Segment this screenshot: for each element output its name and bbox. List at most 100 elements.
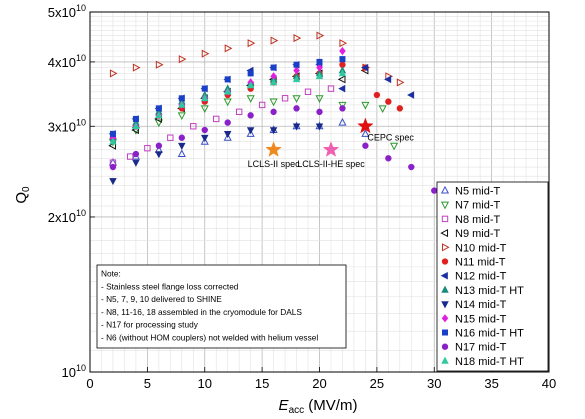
data-point <box>155 111 163 119</box>
data-point <box>132 159 140 167</box>
data-point <box>361 129 370 137</box>
data-point <box>201 85 208 92</box>
data-point <box>167 134 174 141</box>
data-point <box>155 151 163 159</box>
data-point <box>223 133 232 141</box>
data-point <box>235 108 243 116</box>
spec-label: LCLS-II-HE spec <box>297 159 365 169</box>
data-point <box>177 112 186 121</box>
data-point <box>362 142 369 149</box>
data-points <box>108 31 438 194</box>
data-point <box>109 163 117 171</box>
legend-label: N5 mid-T <box>455 186 501 198</box>
data-point <box>316 31 325 40</box>
legend-marker <box>441 329 448 336</box>
legend-marker <box>441 243 450 252</box>
data-point <box>223 131 232 139</box>
data-point <box>201 134 209 142</box>
data-point <box>224 44 233 53</box>
y-axis-title: Q0 <box>13 186 32 204</box>
data-point <box>132 115 139 122</box>
note-box: Note: - Stainless steel flange loss corre… <box>96 264 347 349</box>
data-point <box>155 60 164 69</box>
data-point <box>293 105 300 112</box>
legend-label: N11 mid-T <box>455 257 506 269</box>
x-tick-label: 20 <box>312 376 326 391</box>
data-point <box>396 78 405 87</box>
legend-label: N10 mid-T <box>455 242 507 254</box>
legend-label: N14 mid-T <box>455 299 507 311</box>
data-point <box>327 85 335 92</box>
data-point <box>223 87 232 95</box>
data-point <box>246 127 255 135</box>
data-point <box>246 95 255 103</box>
data-point <box>224 76 231 83</box>
legend-marker <box>441 301 449 309</box>
data-point <box>385 155 392 162</box>
legend: N5 mid-T N7 mid-T N8 mid-T N9 mid-T N10 mid-… <box>436 181 549 372</box>
x-tick-label: 30 <box>427 376 441 391</box>
legend-label: N16 mid-T HT <box>455 328 524 340</box>
x-tick-label: 40 <box>542 376 556 391</box>
data-point <box>338 117 347 126</box>
note-line: - N5, 7, 9, 10 delivered to SHINE <box>101 294 222 304</box>
note-line: - Stainless steel flange loss corrected <box>101 281 239 291</box>
note-line: Note: <box>101 269 121 279</box>
data-point <box>270 108 277 116</box>
data-point <box>293 33 302 43</box>
x-tick-label: 0 <box>86 376 93 391</box>
legend-marker <box>441 356 449 364</box>
data-point <box>361 101 370 110</box>
x-axis-title-sub: acc <box>289 405 305 416</box>
legend-label: N9 mid-T <box>455 228 501 240</box>
legend-label: N17 mid-T <box>455 342 507 354</box>
data-point <box>178 100 186 108</box>
data-point <box>292 75 301 83</box>
y-axis-title-main: Q <box>13 192 30 204</box>
x-tick-label: 35 <box>484 376 498 391</box>
legend-label: N18 mid-T HT <box>455 356 524 368</box>
data-point <box>177 149 186 158</box>
data-point <box>373 91 381 99</box>
legend-label: N12 mid-T <box>455 271 507 283</box>
data-point <box>338 101 347 110</box>
data-point <box>258 101 266 109</box>
y-tick-label: 4x1010 <box>48 53 86 70</box>
legend-marker <box>441 285 449 293</box>
y-tick-label: 1010 <box>62 363 86 380</box>
data-point <box>269 98 278 107</box>
x-axis-title-main: E <box>279 397 290 414</box>
legend-marker <box>440 271 448 280</box>
data-point <box>213 115 220 123</box>
data-point <box>132 63 141 72</box>
data-point <box>144 144 151 152</box>
data-point <box>270 64 277 71</box>
x-axis-title-unit: (MV/m) <box>304 397 357 414</box>
x-tick-label: 5 <box>144 376 151 391</box>
spec-label: LCLS-II spec <box>248 159 301 169</box>
data-point <box>431 187 438 194</box>
data-point <box>339 39 348 48</box>
data-point <box>200 105 209 114</box>
note-line: - N6 (without HOM couplers) not welded w… <box>101 333 318 343</box>
data-point <box>109 137 117 145</box>
data-point <box>247 39 256 48</box>
data-point <box>293 66 300 75</box>
data-point <box>292 123 301 131</box>
legend-marker <box>440 229 449 238</box>
data-point <box>178 142 186 150</box>
data-point <box>155 105 162 112</box>
legend-label: N7 mid-T <box>455 200 501 212</box>
spec-star <box>322 141 340 157</box>
data-point <box>223 98 232 107</box>
y-axis-title-sub: 0 <box>21 186 32 192</box>
note-line: - N8, 11-16, 18 assembled in the cryomod… <box>101 307 302 317</box>
legend-marker <box>441 258 449 265</box>
data-point <box>407 91 415 99</box>
y-axis-ticks: 1010 2x1010 3x1010 4x1010 5x1010 <box>48 3 95 380</box>
data-point <box>190 123 197 130</box>
data-point <box>384 75 392 84</box>
data-point <box>200 137 209 145</box>
